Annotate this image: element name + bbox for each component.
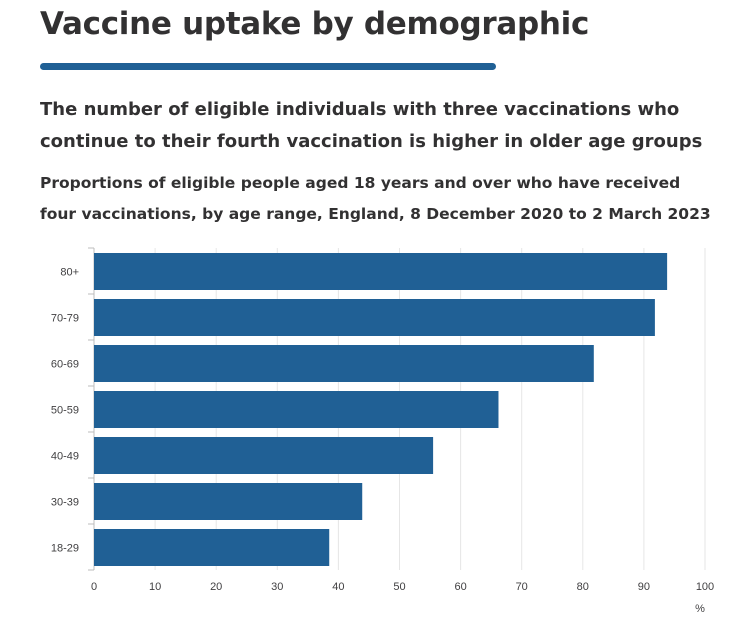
bar-chart: 80+ 70-79 60-69 50-59 40-49 30-39 18-29 0 10 20 3… [51, 247, 714, 615]
x-tick-label: 60 [454, 581, 466, 593]
bar [94, 529, 330, 566]
x-tick-label: 40 [332, 581, 344, 593]
title-underline [40, 63, 496, 70]
y-tick-label: 40-49 [51, 451, 79, 463]
bar [94, 299, 655, 336]
headline: The number of eligible individuals with … [40, 99, 703, 152]
x-tick-label: 0 [91, 581, 97, 593]
x-tick-labels: 0 10 20 30 40 50 60 70 80 90 100 [91, 581, 714, 593]
bar [94, 253, 668, 290]
y-tick-label: 80+ [60, 267, 79, 279]
y-tick-labels: 80+ 70-79 60-69 50-59 40-49 30-39 18-29 [51, 267, 79, 555]
y-tick-label: 50-59 [51, 405, 79, 417]
page-title: Vaccine uptake by demographic [40, 6, 590, 42]
x-tick-label: 30 [271, 581, 283, 593]
x-tick-label: 10 [149, 581, 161, 593]
y-tick-label: 70-79 [51, 313, 79, 325]
x-tick-label: 100 [696, 581, 714, 593]
y-tick-label: 60-69 [51, 359, 79, 371]
bar [94, 437, 434, 474]
bars [94, 253, 668, 566]
x-axis-label: % [695, 603, 705, 615]
bar [94, 483, 363, 520]
chart-title: Proportions of eligible people aged 18 y… [40, 174, 711, 223]
x-tick-label: 20 [210, 581, 222, 593]
bar [94, 391, 499, 428]
y-axis [88, 247, 95, 571]
y-tick-label: 18-29 [51, 543, 79, 555]
bar [94, 345, 594, 382]
x-tick-label: 80 [577, 581, 589, 593]
y-tick-label: 30-39 [51, 497, 79, 509]
x-tick-label: 50 [393, 581, 405, 593]
x-tick-label: 90 [638, 581, 650, 593]
x-tick-label: 70 [516, 581, 528, 593]
